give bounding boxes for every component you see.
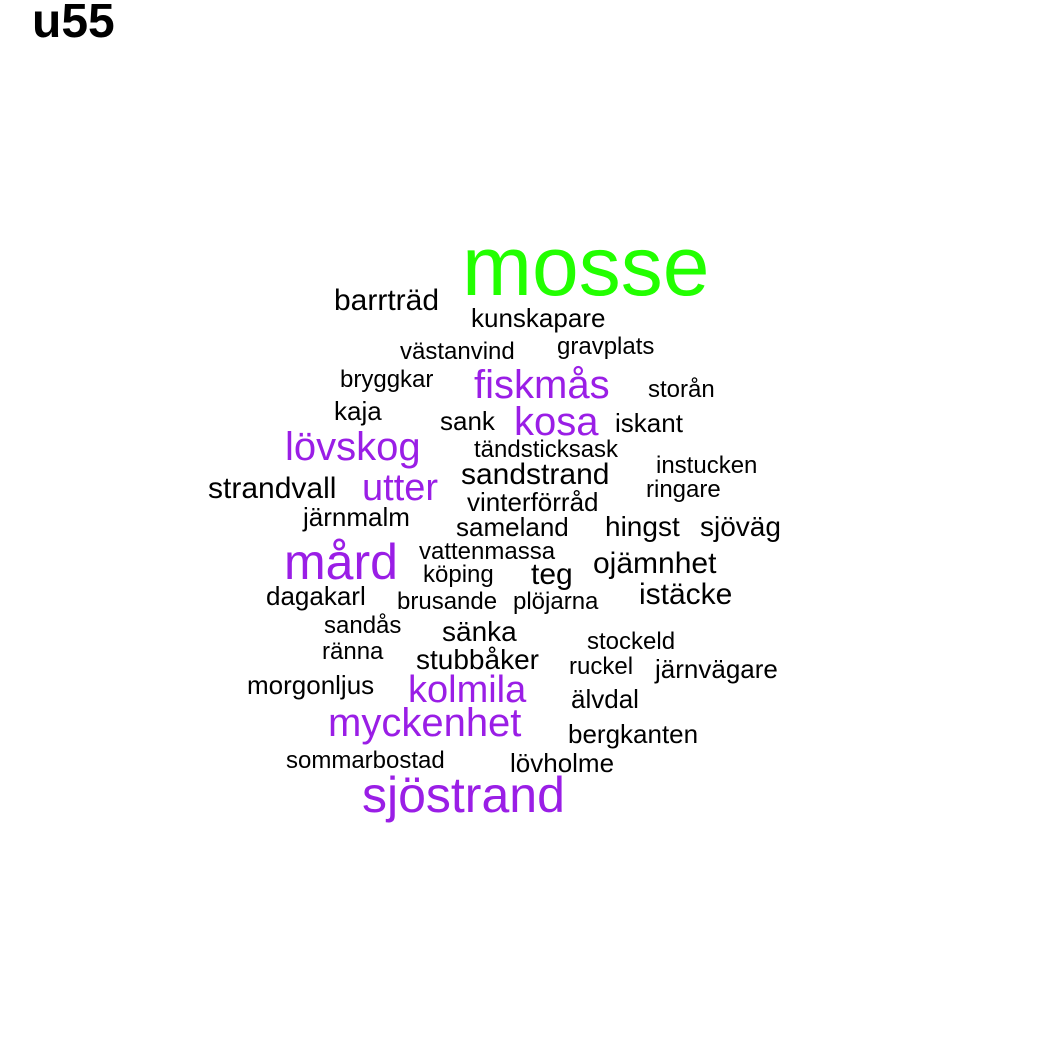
cloud-word: gravplats [557, 333, 655, 360]
cloud-word: vinterförråd [467, 487, 599, 517]
cloud-word: vattenmassa [419, 538, 556, 565]
cloud-word: tändsticksask [474, 436, 619, 463]
cloud-word: älvdal [571, 684, 639, 714]
cloud-word: mård [284, 534, 398, 590]
cloud-word: järnvägare [655, 654, 778, 684]
cloud-word: järnmalm [303, 502, 410, 532]
cloud-word: sjöstrand [362, 767, 565, 823]
cloud-word: stubbåker [416, 644, 539, 675]
cloud-word: storån [648, 376, 715, 403]
cloud-word: instucken [656, 452, 758, 479]
cloud-word: sameland [456, 512, 569, 542]
cloud-word: ojämnhet [593, 547, 717, 580]
cloud-word: kaja [334, 396, 382, 426]
cloud-word: kunskapare [471, 303, 606, 333]
cloud-word: brusande [397, 588, 498, 615]
cloud-word: morgonljus [247, 670, 375, 700]
cloud-word: bryggkar [340, 366, 434, 393]
cloud-word: ruckel [569, 653, 634, 680]
cloud-word: stockeld [587, 628, 676, 655]
cloud-word: utter [362, 467, 439, 509]
cloud-word: västanvind [400, 338, 515, 365]
cloud-word: fiskmås [474, 363, 610, 407]
cloud-word: mosse [462, 219, 710, 313]
cloud-word: ränna [322, 638, 384, 665]
cloud-word: dagakarl [266, 581, 366, 611]
cloud-word: plöjarna [513, 588, 599, 615]
cloud-word: sandås [324, 612, 402, 639]
cloud-word: barrträd [334, 284, 440, 317]
cloud-word: ringare [646, 476, 721, 503]
cloud-word: kolmila [408, 669, 527, 711]
cloud-word: köping [423, 561, 494, 588]
page-title: u55 [32, 0, 115, 48]
cloud-word: kosa [514, 400, 599, 444]
cloud-word: istäcke [639, 578, 733, 611]
cloud-word: sommarbostad [286, 747, 445, 774]
cloud-word: bergkanten [568, 719, 699, 749]
cloud-word: teg [531, 558, 573, 591]
cloud-word: lövholme [510, 748, 615, 778]
cloud-word: strandvall [208, 472, 337, 505]
cloud-word: sandstrand [461, 458, 610, 491]
cloud-word: hingst [605, 511, 680, 542]
cloud-word: sank [440, 406, 495, 436]
cloud-word: lövskog [285, 425, 421, 469]
cloud-word: iskant [615, 408, 683, 438]
cloud-word: sjöväg [700, 511, 781, 542]
cloud-word: myckenhet [328, 701, 522, 745]
cloud-word: sänka [442, 616, 517, 647]
